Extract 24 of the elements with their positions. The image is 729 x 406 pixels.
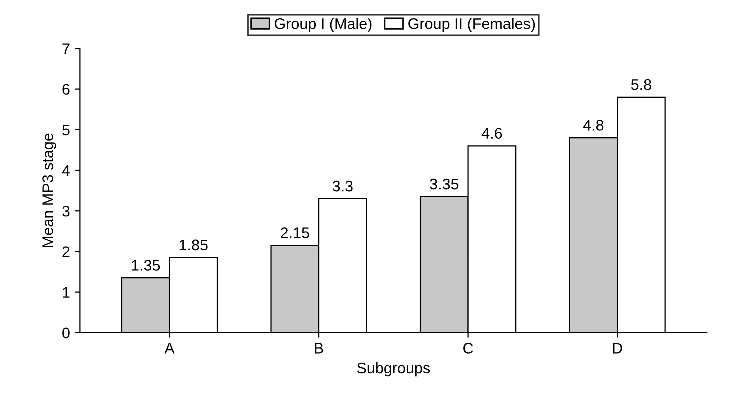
x-axis-title: Subgroups xyxy=(357,362,430,377)
x-tick-label: C xyxy=(464,343,474,354)
legend-label: Group I (Male) xyxy=(274,18,372,32)
data-label: 1.85 xyxy=(180,240,208,251)
y-tick-label: 3 xyxy=(62,206,70,217)
y-tick-label: 4 xyxy=(62,166,70,176)
y-tick-label: 7 xyxy=(62,44,70,54)
y-tick-label: 5 xyxy=(62,124,70,136)
data-label: 2.15 xyxy=(281,228,310,238)
y-tick-label: 0 xyxy=(62,328,70,339)
x-tick-label: B xyxy=(315,343,324,354)
data-label: 1.35 xyxy=(132,260,160,271)
x-tick-label: A xyxy=(164,343,175,354)
data-label: 3.35 xyxy=(430,178,459,190)
x-tick-label: D xyxy=(613,343,622,354)
data-label: 3.3 xyxy=(332,180,353,192)
data-label: 5.8 xyxy=(631,79,652,90)
data-label: 4.6 xyxy=(482,128,502,139)
y-axis-title: Mean MP3 stage xyxy=(42,134,56,248)
legend-label: Group II (Females) xyxy=(408,18,536,32)
data-label: 4.8 xyxy=(583,120,604,131)
y-tick-label: 2 xyxy=(62,246,70,258)
y-tick-label: 1 xyxy=(63,287,70,298)
y-tick-label: 6 xyxy=(62,84,70,96)
